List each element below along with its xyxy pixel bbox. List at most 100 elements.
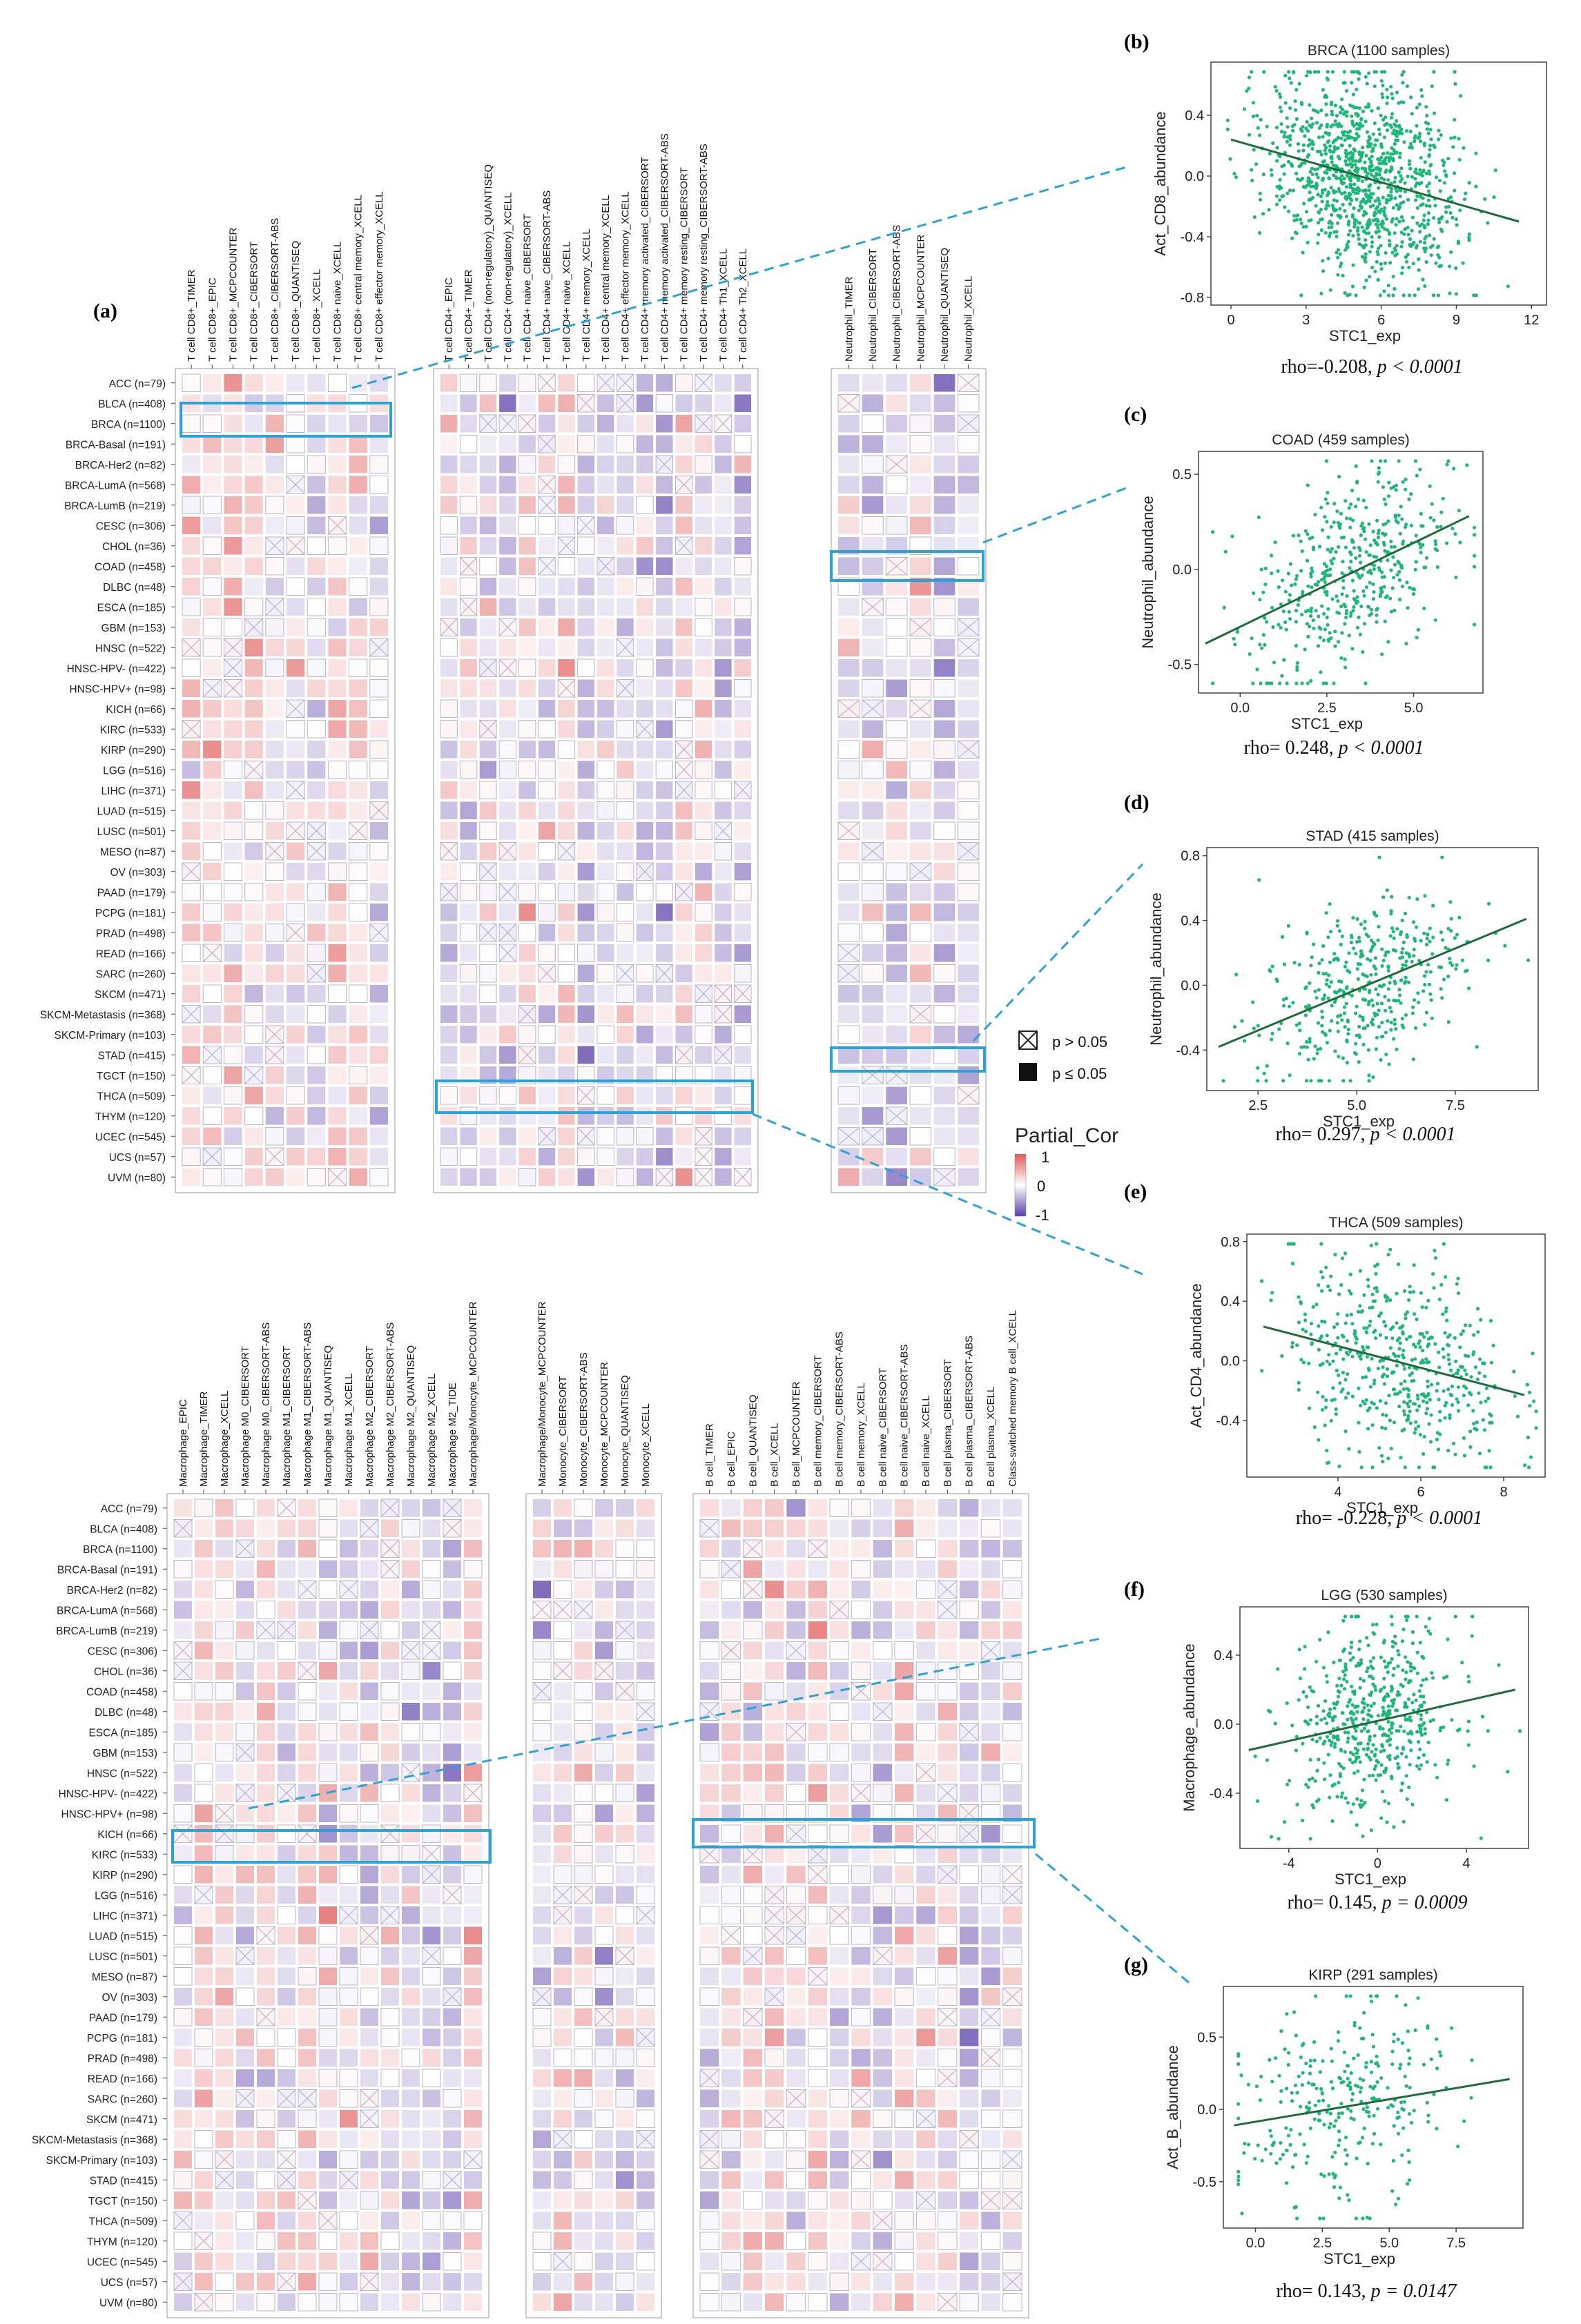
data-point bbox=[1359, 560, 1363, 565]
heatmap-cell bbox=[349, 924, 367, 941]
row-label: OV (n=303) bbox=[101, 1992, 157, 2004]
data-point bbox=[1326, 204, 1330, 208]
nonsig-cross bbox=[1002, 1987, 1022, 2006]
heatmap-cell bbox=[422, 1967, 441, 1986]
data-point bbox=[1352, 106, 1357, 110]
data-point bbox=[1415, 636, 1419, 640]
heatmap-cell bbox=[340, 2049, 358, 2067]
column-label: B cell_EPIC bbox=[726, 1432, 737, 1487]
heatmap-cell bbox=[173, 2232, 193, 2250]
heatmap-cell bbox=[960, 1906, 979, 1924]
data-point bbox=[1413, 139, 1417, 144]
heatmap-cell bbox=[349, 638, 367, 656]
data-point bbox=[1352, 147, 1356, 151]
data-point bbox=[1407, 497, 1411, 502]
data-point bbox=[1251, 101, 1256, 105]
heatmap-cell bbox=[838, 659, 860, 677]
heatmap-cell bbox=[499, 496, 516, 514]
data-point bbox=[1415, 221, 1419, 225]
heatmap-cell bbox=[933, 761, 956, 779]
heatmap-cell bbox=[380, 1702, 400, 1721]
nonsig-cross bbox=[577, 1086, 595, 1105]
heatmap-cell bbox=[518, 638, 536, 656]
heatmap-cell bbox=[369, 699, 389, 718]
heatmap-cell bbox=[518, 1025, 536, 1044]
heatmap-cell bbox=[464, 1519, 482, 1537]
data-point bbox=[1439, 264, 1444, 268]
heatmap-cell bbox=[460, 985, 477, 1003]
nonsig-cross bbox=[617, 964, 634, 983]
nonsig-cross bbox=[286, 924, 305, 942]
heatmap-cell bbox=[830, 1519, 849, 1537]
data-point bbox=[1294, 577, 1298, 581]
heatmap-cell bbox=[173, 1560, 193, 1579]
heatmap-cell bbox=[518, 557, 536, 575]
heatmap-cell bbox=[851, 1886, 871, 1904]
heatmap-cell bbox=[369, 964, 388, 982]
heatmap-cell bbox=[182, 944, 201, 962]
heatmap-cell bbox=[829, 1498, 849, 1517]
heatmap-cell bbox=[203, 781, 222, 799]
column-label: B cell naive_CIBERSORT bbox=[877, 1368, 889, 1487]
data-point bbox=[1384, 170, 1388, 174]
heatmap-cell bbox=[319, 1845, 337, 1863]
heatmap-cell bbox=[369, 1107, 388, 1125]
heatmap-cell bbox=[195, 1581, 213, 1599]
data-point bbox=[1327, 221, 1331, 225]
heatmap-cell bbox=[558, 496, 575, 514]
data-point bbox=[1270, 173, 1274, 177]
data-point bbox=[1321, 135, 1325, 139]
data-point bbox=[1422, 606, 1426, 611]
data-point bbox=[1342, 70, 1346, 74]
heatmap-cell bbox=[808, 2110, 827, 2128]
heatmap-cell bbox=[224, 1005, 242, 1023]
data-point bbox=[1381, 151, 1386, 155]
heatmap-cell bbox=[617, 496, 634, 514]
data-point bbox=[1331, 206, 1335, 210]
heatmap-cell bbox=[916, 2151, 935, 2169]
data-point bbox=[1258, 133, 1262, 137]
heatmap-cell bbox=[194, 2049, 213, 2067]
data-point bbox=[1328, 573, 1332, 578]
heatmap-cell bbox=[340, 1926, 358, 1944]
nonsig-cross bbox=[360, 1621, 379, 1639]
heatmap-cell bbox=[829, 1743, 849, 1761]
heatmap-cell bbox=[464, 1540, 482, 1558]
data-point bbox=[1294, 88, 1299, 92]
data-point bbox=[1422, 246, 1426, 251]
heatmap-cell bbox=[278, 2211, 295, 2229]
heatmap-cell bbox=[915, 2069, 936, 2087]
data-point bbox=[1448, 211, 1453, 215]
data-point bbox=[1333, 629, 1337, 634]
data-point bbox=[1293, 582, 1297, 586]
heatmap-cell bbox=[499, 435, 516, 453]
nonsig-cross bbox=[695, 414, 712, 433]
data-point bbox=[1328, 231, 1332, 235]
heatmap-cell bbox=[830, 1886, 849, 1904]
heatmap-cell bbox=[518, 964, 536, 982]
data-point bbox=[1406, 606, 1410, 610]
x-axis-label: STC1_exp bbox=[1323, 1113, 1395, 1130]
heatmap-cell bbox=[235, 1723, 255, 1741]
data-point bbox=[1422, 224, 1427, 228]
heatmap-cell bbox=[617, 456, 634, 473]
heatmap-cell bbox=[402, 1581, 420, 1599]
row-label: BRCA-Basal (n=191) bbox=[66, 440, 166, 451]
nonsig-cross bbox=[557, 842, 575, 861]
heatmap-cell bbox=[440, 822, 458, 840]
heatmap-cell bbox=[464, 2069, 482, 2087]
heatmap-cell bbox=[886, 1148, 907, 1166]
data-point bbox=[1397, 219, 1401, 224]
data-point bbox=[1340, 935, 1344, 939]
nonsig-cross bbox=[173, 2272, 193, 2291]
heatmap-cell bbox=[215, 2252, 233, 2270]
data-point bbox=[1230, 534, 1234, 538]
heatmap-cell bbox=[695, 700, 712, 718]
heatmap-cell bbox=[369, 761, 389, 779]
data-point bbox=[1355, 121, 1359, 126]
heatmap-cell bbox=[916, 1560, 935, 1578]
heatmap-cell bbox=[459, 373, 478, 392]
heatmap-cell bbox=[440, 374, 458, 392]
data-point bbox=[1283, 130, 1287, 135]
heatmap-cell bbox=[616, 720, 634, 739]
